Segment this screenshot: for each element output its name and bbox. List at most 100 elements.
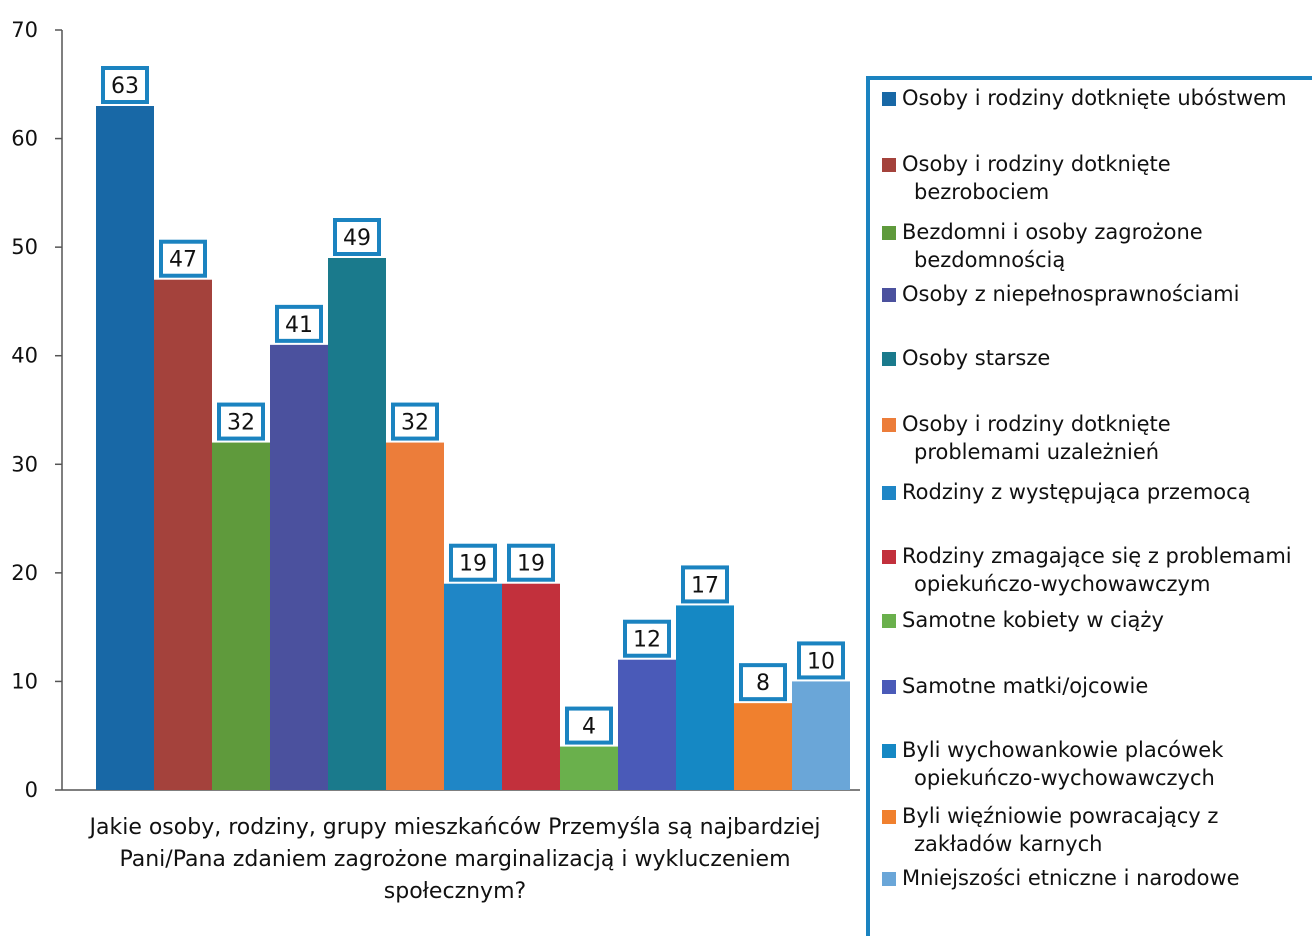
y-tick-label: 50 [11,235,38,259]
legend-label: Mniejszości etniczne i narodowe [882,864,1312,892]
legend-item: Osoby starsze [882,344,1312,372]
x-axis-label-line: Pani/Pana zdaniem zagrożone marginalizac… [119,847,791,872]
data-label: 32 [227,411,255,436]
legend-label: Byli wychowankowie placówek [882,736,1312,764]
legend-item: Osoby i rodziny dotknięte bezrobociem [882,150,1312,206]
data-label: 17 [691,573,719,598]
bar [444,583,502,790]
data-label-box [391,402,439,441]
legend-text: Rodziny zmagające się z problemami [902,544,1292,568]
legend-item: Mniejszości etniczne i narodowe [882,864,1312,892]
legend-text: Rodziny z występująca przemocą [902,480,1251,504]
legend-swatch [882,418,896,432]
legend-text: Byli więźniowie powracający z [902,804,1219,828]
legend-label: Samotne matki/ojcowie [882,672,1312,700]
legend-swatch [882,486,896,500]
legend-text: Samotne matki/ojcowie [902,674,1149,698]
legend-item: Rodziny z występująca przemocą [882,478,1312,506]
bar [618,659,676,790]
y-tick-label: 60 [11,127,38,151]
y-tick-label: 20 [11,561,38,585]
bar [96,106,154,790]
x-axis-label-line: Jakie osoby, rodziny, grupy mieszkańców … [89,815,821,840]
bar [676,605,734,790]
data-label-box [739,663,787,702]
legend-item: Samotne matki/ojcowie [882,672,1312,700]
data-label-box [275,304,323,343]
legend-label: Osoby i rodziny dotknięte ubóstwem [882,84,1312,112]
legend-item: Byli więźniowie powracający z zakładów ka… [882,802,1312,858]
legend-label: Osoby i rodziny dotknięte [882,150,1312,178]
legend-item: Bezdomni i osoby zagrożone bezdomnością [882,218,1312,274]
data-label: 63 [111,74,139,99]
legend-label: Osoby i rodziny dotknięte [882,410,1312,438]
y-tick-label: 30 [11,452,38,476]
data-label: 19 [459,552,487,577]
legend-swatch [882,744,896,758]
data-label-box [681,565,729,604]
legend-swatch [882,810,896,824]
bar [386,442,444,790]
legend-text: Samotne kobiety w ciąży [902,608,1164,632]
bar [212,442,270,790]
data-label: 10 [807,649,835,674]
legend-label: Samotne kobiety w ciąży [882,606,1312,634]
bar-chart: 0 10 20 30 40 50 60 70 63 47 32 41 49 32 19 19 4 12 17 8 10 [11,18,860,802]
legend-swatch [882,158,896,172]
bar [502,583,560,790]
legend-swatch [882,288,896,302]
legend-label: bezrobociem [882,178,1312,206]
legend-swatch [882,92,896,106]
legend: Osoby i rodziny dotknięte ubóstwem Osoby … [866,76,1312,936]
data-label: 19 [517,552,545,577]
legend-label: Osoby z niepełnosprawnościami [882,280,1312,308]
legend-label: bezdomnością [882,246,1312,274]
data-label: 49 [343,226,371,251]
legend-item: Osoby i rodziny dotknięte problemami uzal… [882,410,1312,466]
legend-item: Byli wychowankowie placówek opiekuńczo-wy… [882,736,1312,792]
legend-item: Rodziny zmagające się z problemami opieku… [882,542,1312,598]
legend-swatch [882,680,896,694]
legend-text: problemami uzależnień [914,440,1160,464]
legend-label: Bezdomni i osoby zagrożone [882,218,1312,246]
legend-text: zakładów karnych [914,832,1103,856]
y-tick-label: 40 [11,344,38,368]
data-labels: 63 47 32 41 49 32 19 19 4 12 17 8 10 [101,66,845,745]
x-axis-label-line: społecznym? [383,879,527,904]
bars [96,106,850,790]
legend-label: Rodziny zmagające się z problemami [882,542,1312,570]
legend-text: Osoby z niepełnosprawnościami [902,282,1240,306]
data-label: 47 [169,248,197,273]
legend-text: Osoby starsze [902,346,1051,370]
legend-item: Osoby z niepełnosprawnościami [882,280,1312,308]
x-axis-label: Jakie osoby, rodziny, grupy mieszkańców … [60,812,850,908]
data-label-box [159,239,207,278]
data-label-box [797,641,845,680]
y-tick-label: 70 [11,18,38,42]
data-label-box [101,66,149,104]
bar [792,681,850,790]
legend-text: bezrobociem [914,180,1050,204]
data-label: 41 [285,313,313,338]
legend-text: Osoby i rodziny dotknięte ubóstwem [902,86,1287,110]
legend-label: opiekuńczo-wychowawczym [882,570,1312,598]
bar [560,746,618,790]
legend-label: Byli więźniowie powracający z [882,802,1312,830]
legend-label: opiekuńczo-wychowawczych [882,764,1312,792]
legend-text: opiekuńczo-wychowawczych [914,766,1215,790]
legend-swatch [882,550,896,564]
data-label-box [217,402,265,441]
legend-text: Byli wychowankowie placówek [902,738,1224,762]
legend-label: problemami uzależnień [882,438,1312,466]
legend-swatch [882,352,896,366]
legend-label: zakładów karnych [882,830,1312,858]
legend-text: Osoby i rodziny dotknięte [902,412,1171,436]
data-label: 8 [756,671,770,696]
legend-item: Samotne kobiety w ciąży [882,606,1312,634]
bar [154,279,212,790]
legend-text: bezdomnością [914,248,1066,272]
legend-item: Osoby i rodziny dotknięte ubóstwem [882,84,1312,112]
data-label-box [449,543,497,582]
data-label: 32 [401,411,429,436]
bar [734,703,792,790]
